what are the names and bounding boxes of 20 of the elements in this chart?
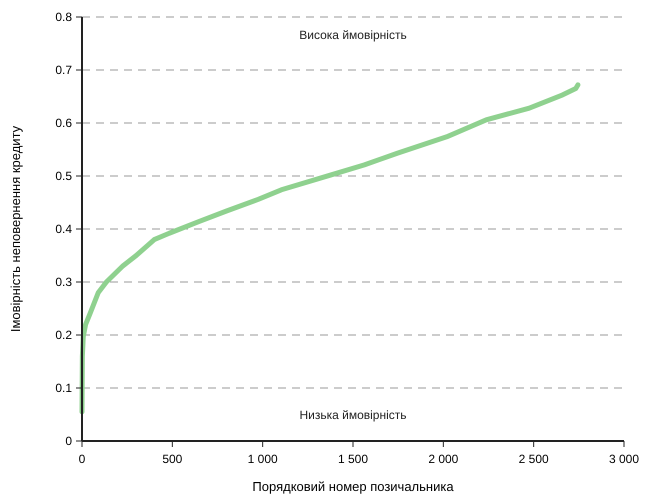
x-tick-label: 1 500 bbox=[338, 452, 368, 466]
y-tick-label: 0.4 bbox=[55, 222, 72, 236]
y-tick-label: 0.5 bbox=[55, 169, 72, 184]
x-tick-label: 2 000 bbox=[428, 452, 459, 466]
y-tick-label: 0 bbox=[65, 434, 72, 448]
y-axis-title: Імовірність неповернення кредиту bbox=[8, 125, 23, 332]
y-tick-label: 0.1 bbox=[55, 381, 72, 396]
y-tick-label: 0.6 bbox=[55, 116, 72, 130]
x-tick-label: 0 bbox=[78, 452, 86, 466]
y-tick-label: 0.3 bbox=[55, 275, 72, 290]
x-tick-label: 500 bbox=[162, 452, 183, 466]
annotation: Низька ймовірність bbox=[299, 408, 407, 422]
x-axis-title: Порядковий номер позичальника bbox=[252, 479, 454, 494]
y-tick-label: 0.7 bbox=[55, 63, 72, 78]
annotation: Висока ймовірність bbox=[299, 28, 407, 42]
x-tick-label: 3 000 bbox=[608, 452, 640, 466]
x-tick-label: 2 500 bbox=[518, 452, 550, 466]
y-tick-label: 0.8 bbox=[55, 10, 72, 24]
x-tick-label: 1 000 bbox=[248, 452, 278, 466]
y-tick-label: 0.2 bbox=[55, 328, 72, 342]
